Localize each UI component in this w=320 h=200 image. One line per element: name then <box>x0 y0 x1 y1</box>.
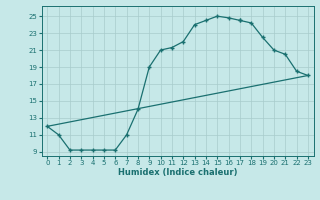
X-axis label: Humidex (Indice chaleur): Humidex (Indice chaleur) <box>118 168 237 177</box>
